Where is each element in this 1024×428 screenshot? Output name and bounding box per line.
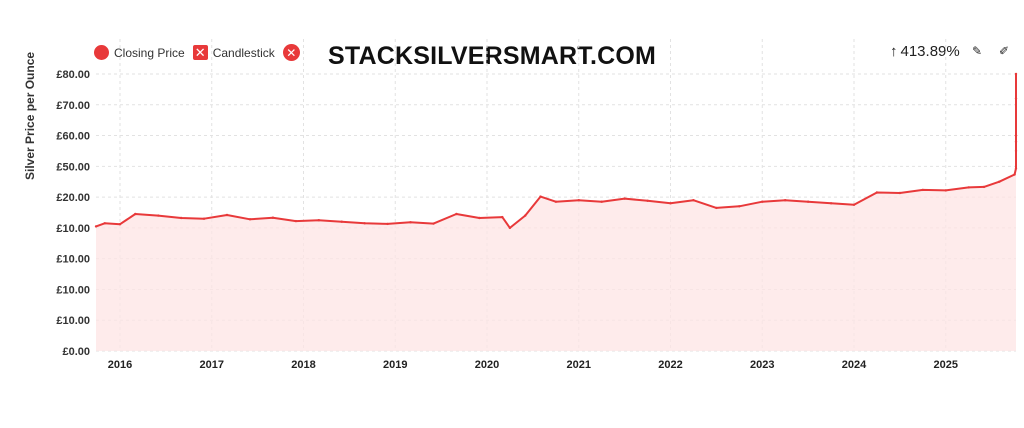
price-point bbox=[875, 191, 879, 194]
price-point bbox=[1014, 167, 1018, 170]
price-point bbox=[508, 226, 512, 230]
price-change-indicator: ↑ 413.89% bbox=[890, 43, 960, 60]
price-point bbox=[944, 189, 947, 192]
price-point bbox=[998, 180, 1001, 183]
y-tick-label: £0.00 bbox=[62, 346, 90, 358]
price-point bbox=[852, 203, 856, 206]
price-point bbox=[539, 195, 542, 198]
pencil-icon[interactable]: ✎ bbox=[972, 44, 983, 58]
x-box-icon: ✕ bbox=[192, 45, 208, 60]
x-tick-label: 2021 bbox=[567, 359, 591, 371]
price-point bbox=[118, 223, 122, 226]
legend-item-candlestick[interactable]: ✕ Candlestick bbox=[192, 45, 275, 60]
price-point bbox=[1014, 134, 1018, 137]
price-point bbox=[600, 200, 603, 203]
x-tick-label: 2024 bbox=[842, 359, 867, 371]
price-point bbox=[94, 225, 98, 228]
price-change-value: 413.89% bbox=[900, 43, 960, 60]
price-point bbox=[967, 186, 970, 189]
x-tick-label: 2025 bbox=[934, 359, 958, 371]
y-tick-label: £10.00 bbox=[56, 254, 90, 266]
y-tick-label: £80.00 bbox=[56, 69, 90, 81]
y-tick-label: £20.00 bbox=[56, 192, 90, 204]
arrow-up-icon: ↑ bbox=[890, 43, 898, 60]
price-point bbox=[317, 219, 320, 222]
price-point bbox=[1014, 72, 1018, 76]
price-point bbox=[1013, 173, 1016, 176]
y-tick-label: £10.00 bbox=[56, 223, 90, 235]
y-tick-label: £60.00 bbox=[56, 131, 90, 143]
price-point bbox=[669, 202, 672, 205]
x-tick-label: 2022 bbox=[658, 359, 682, 371]
x-tick-label: 2019 bbox=[383, 359, 407, 371]
price-point bbox=[1014, 97, 1018, 100]
legend-label-candlestick: Candlestick bbox=[212, 45, 275, 60]
price-point bbox=[386, 222, 389, 226]
price-point bbox=[524, 214, 527, 217]
price-point bbox=[623, 197, 626, 200]
x-tick-label: 2023 bbox=[750, 359, 774, 371]
price-point bbox=[898, 191, 902, 195]
price-point bbox=[225, 213, 229, 217]
legend-label-closing-price: Closing Price bbox=[114, 45, 185, 60]
price-point bbox=[409, 221, 412, 224]
y-tick-label: £10.00 bbox=[56, 315, 90, 327]
price-point bbox=[554, 200, 557, 203]
price-point bbox=[248, 218, 252, 221]
x-tick-label: 2020 bbox=[475, 359, 499, 371]
price-point bbox=[134, 212, 137, 216]
price-point bbox=[829, 202, 833, 205]
x-tick-label: 2016 bbox=[108, 359, 132, 371]
price-point bbox=[202, 217, 206, 220]
price-point bbox=[692, 199, 695, 202]
filled-circle-icon bbox=[94, 45, 109, 60]
price-point bbox=[432, 222, 435, 225]
price-point bbox=[340, 220, 343, 223]
price-area bbox=[96, 74, 1016, 351]
x-circle-icon: ✕ bbox=[282, 44, 300, 61]
price-point bbox=[1014, 149, 1018, 153]
x-tick-label: 2017 bbox=[200, 359, 224, 371]
price-point bbox=[157, 214, 160, 217]
price-point bbox=[577, 199, 580, 202]
price-point bbox=[738, 205, 741, 208]
y-tick-label: £70.00 bbox=[56, 100, 90, 112]
price-point bbox=[784, 199, 787, 202]
brand-title: STACKSILVERSMART.COM bbox=[328, 42, 657, 70]
price-point bbox=[363, 222, 366, 225]
price-point bbox=[1014, 140, 1018, 143]
price-point bbox=[761, 200, 764, 203]
price-line bbox=[95, 73, 1017, 229]
price-point bbox=[982, 185, 986, 189]
x-tick-label: 2018 bbox=[291, 359, 315, 371]
price-point bbox=[180, 216, 183, 220]
eraser-icon[interactable]: ✐ bbox=[999, 44, 1010, 58]
y-tick-label: £50.00 bbox=[56, 161, 90, 173]
legend-item-closing-price[interactable]: Closing Price bbox=[94, 45, 185, 60]
price-point bbox=[455, 212, 458, 216]
legend: Closing Price ✕ Candlestick ✕ bbox=[94, 44, 300, 61]
price-point bbox=[271, 216, 275, 219]
price-point bbox=[646, 199, 649, 202]
price-point bbox=[501, 215, 504, 219]
legend-item-extra[interactable]: ✕ bbox=[282, 44, 300, 61]
price-point bbox=[921, 188, 924, 192]
price-point bbox=[103, 222, 106, 225]
price-point bbox=[478, 216, 481, 220]
price-point bbox=[806, 200, 810, 203]
price-point bbox=[294, 219, 298, 223]
price-point bbox=[715, 206, 718, 210]
y-tick-label: £10.00 bbox=[56, 284, 90, 296]
